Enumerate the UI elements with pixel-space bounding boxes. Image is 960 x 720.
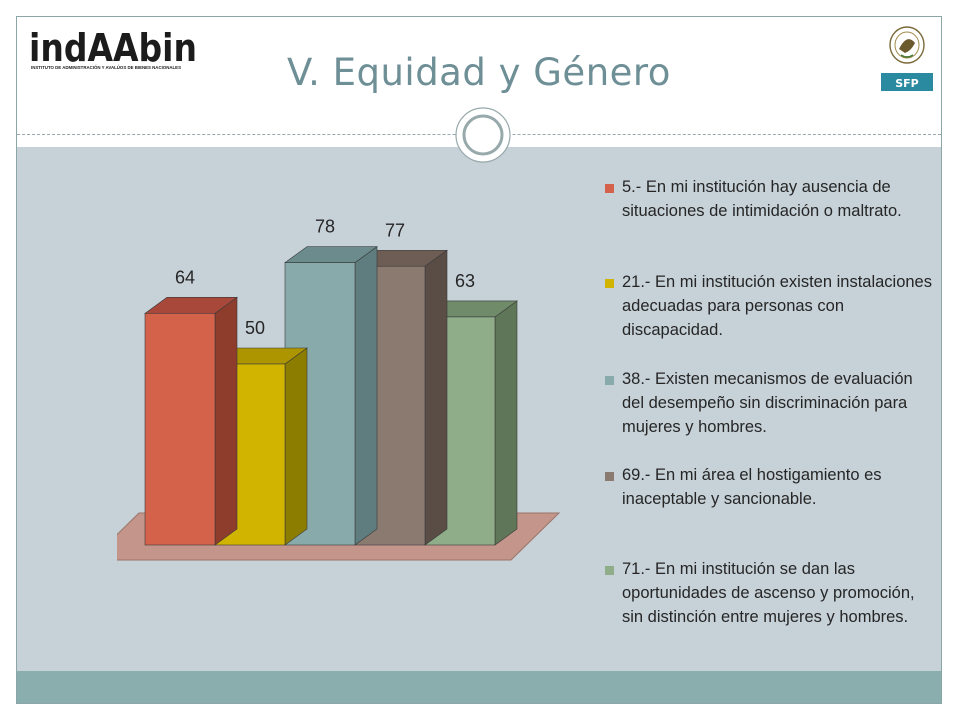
sfp-label: SFP	[895, 77, 919, 90]
bar-front	[144, 313, 216, 546]
legend-label: 38.- Existen mecanismos de evaluación de…	[622, 370, 913, 436]
sfp-badge	[881, 73, 933, 91]
bar-1	[144, 296, 238, 546]
bar-side	[214, 296, 238, 546]
legend-swatch	[605, 184, 614, 193]
data-label-4: 77	[385, 220, 405, 240]
data-label-2: 50	[245, 318, 265, 338]
footer-bar	[17, 671, 941, 703]
legend-label: 5.- En mi institución hay ausencia de si…	[622, 178, 902, 220]
bar-chart: 64 50 78 77 63	[117, 217, 561, 561]
data-label-3: 78	[315, 217, 335, 237]
data-label-5: 63	[455, 271, 475, 291]
bar-side	[354, 246, 378, 546]
indaabin-logo-tagline: INSTITUTO DE ADMINISTRACIÓN Y AVALÚOS DE…	[31, 65, 181, 70]
legend-swatch	[605, 376, 614, 385]
bar-4	[354, 249, 448, 546]
legend-swatch	[605, 472, 614, 481]
circle-ornament-icon	[455, 107, 511, 163]
legend-label: 21.- En mi institución existen instalaci…	[622, 273, 932, 339]
data-label-1: 64	[175, 267, 195, 287]
bar-side	[494, 300, 518, 546]
page-title: V. Equidad y Género	[287, 51, 671, 94]
slide: indAAbin INSTITUTO DE ADMINISTRACIÓN Y A…	[16, 16, 942, 704]
bar-side	[284, 347, 308, 546]
legend-swatch	[605, 279, 614, 288]
legend-label: 69.- En mi área el hostigamiento es inac…	[622, 466, 882, 508]
bar-side	[424, 249, 448, 546]
indaabin-logo: indAAbin INSTITUTO DE ADMINISTRACIÓN Y A…	[29, 26, 197, 70]
sfp-logo: SFP	[881, 26, 933, 91]
legend-swatch	[605, 566, 614, 575]
legend-label: 71.- En mi institución se dan las oportu…	[622, 560, 915, 626]
indaabin-logo-wordmark: indAAbin	[29, 26, 197, 70]
mexico-coat-of-arms-icon	[889, 26, 925, 64]
